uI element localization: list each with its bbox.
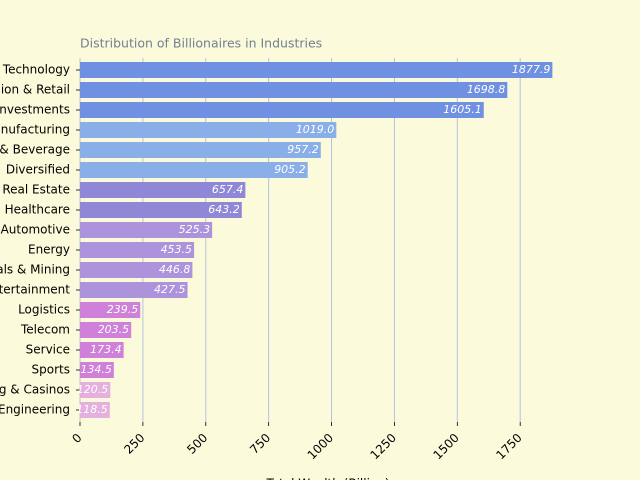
- value-label: 643.2: [208, 203, 240, 216]
- bar: [80, 242, 195, 258]
- y-tick-label: Technology: [2, 63, 70, 77]
- y-tick-label: Sports: [32, 363, 70, 377]
- value-label: 905.2: [274, 163, 306, 176]
- y-tick-label: Diversified: [6, 163, 70, 177]
- value-label: 525.3: [179, 223, 211, 236]
- y-tick-label: Service: [26, 343, 70, 357]
- value-label: 134.5: [80, 363, 112, 376]
- y-tick-label: Telecom: [20, 323, 70, 337]
- bar: [80, 62, 553, 78]
- bar: [80, 82, 508, 98]
- value-label: 173.4: [90, 343, 122, 356]
- value-label: 957.2: [287, 143, 319, 156]
- bar: [80, 182, 246, 198]
- bar: [80, 402, 110, 418]
- value-label: 1019.0: [296, 123, 335, 136]
- value-label: 427.5: [154, 283, 186, 296]
- bar: [80, 142, 321, 158]
- bar: [80, 162, 308, 178]
- y-tick-label: Automotive: [1, 223, 70, 237]
- value-label: 1877.9: [512, 63, 551, 76]
- bar: [80, 302, 141, 318]
- y-tick-label: Healthcare: [5, 203, 70, 217]
- bar: [80, 342, 124, 358]
- bar: [80, 322, 132, 338]
- value-label: 446.8: [159, 263, 191, 276]
- bar: [80, 202, 242, 218]
- value-label: 453.5: [161, 243, 193, 256]
- bar: [80, 262, 193, 278]
- value-label: 120.5: [77, 383, 109, 396]
- y-tick-label: Logistics: [18, 303, 70, 317]
- x-axis-label: Total Wealth (Billion): [265, 477, 389, 480]
- value-label: 239.5: [107, 303, 139, 316]
- y-tick-label: Real Estate: [2, 183, 70, 197]
- y-tick-label: Finance & Investments: [0, 103, 70, 117]
- value-label: 657.4: [212, 183, 244, 196]
- y-tick-label: Energy: [28, 243, 70, 257]
- y-tick-label: Food & Beverage: [0, 143, 70, 157]
- bar: [80, 282, 188, 298]
- bar: [80, 122, 337, 138]
- y-tick-label: Manufacturing: [0, 123, 70, 137]
- y-tick-label: Metals & Mining: [0, 263, 70, 277]
- bar: [80, 222, 213, 238]
- bar: [80, 362, 114, 378]
- y-tick-label: Gambling & Casinos: [0, 383, 70, 397]
- y-tick-label: Construction & Engineering: [0, 403, 70, 417]
- y-tick-label: Fashion & Retail: [0, 83, 70, 97]
- bar: [80, 102, 484, 118]
- y-tick-label: Media & Entertainment: [0, 283, 70, 297]
- chart-title: Distribution of Billionaires in Industri…: [80, 36, 322, 51]
- value-label: 1605.1: [443, 103, 482, 116]
- value-label: 118.5: [76, 403, 108, 416]
- bar: [80, 382, 111, 398]
- value-label: 203.5: [98, 323, 130, 336]
- value-label: 1698.8: [467, 83, 506, 96]
